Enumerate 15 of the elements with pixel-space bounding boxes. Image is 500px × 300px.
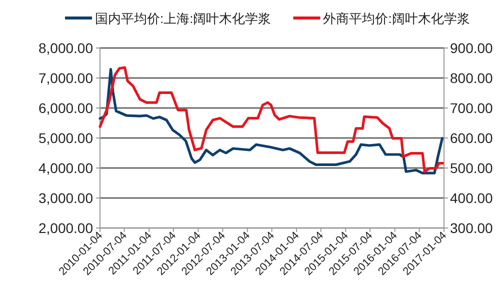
legend-label: 外商平均价:阔叶木化学浆	[323, 11, 470, 26]
legend-label: 国内平均价:上海:阔叶木化学浆	[95, 11, 272, 26]
y2-tick-label: 600.00	[450, 130, 494, 146]
y-tick-label: 6,000.00	[38, 100, 94, 116]
y-tick-label: 4,000.00	[38, 160, 94, 176]
y-tick-label: 8,000.00	[38, 40, 94, 56]
y-tick-label: 7,000.00	[38, 70, 94, 86]
y2-tick-label: 800.00	[450, 70, 494, 86]
y2-tick-label: 900.00	[450, 40, 494, 56]
y2-tick-label: 300.00	[450, 220, 494, 236]
y-tick-label: 5,000.00	[38, 130, 94, 146]
y2-tick-label: 500.00	[450, 160, 494, 176]
y2-tick-label: 400.00	[450, 190, 494, 206]
y2-tick-label: 700.00	[450, 100, 494, 116]
y-tick-label: 3,000.00	[38, 190, 94, 206]
